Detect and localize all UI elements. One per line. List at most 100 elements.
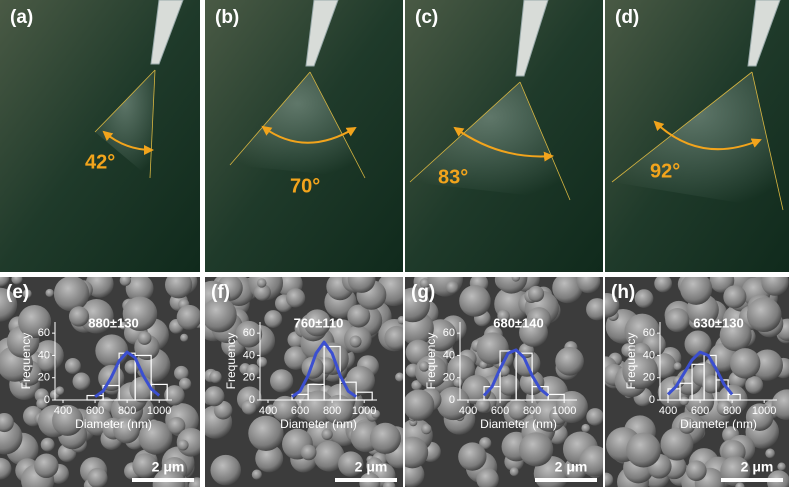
particle (654, 275, 672, 293)
particle (257, 278, 266, 287)
scale-bar (535, 478, 597, 482)
particle (626, 433, 661, 468)
particle (264, 310, 282, 328)
x-tick-label: 800 (118, 405, 136, 417)
x-axis-label: Diameter (nm) (75, 417, 152, 431)
y-tick-label: 20 (643, 372, 655, 384)
particle (257, 357, 267, 367)
particle (252, 469, 262, 479)
particle (41, 438, 55, 452)
panel-label: (f) (211, 282, 230, 303)
x-axis-label: Diameter (nm) (680, 417, 757, 431)
particle (458, 442, 486, 470)
particle (747, 297, 782, 332)
panel-label: (c) (415, 7, 438, 28)
particle (777, 462, 785, 470)
annotation: 880±130 (88, 315, 139, 330)
particle (209, 371, 221, 383)
annotation: 680±140 (493, 315, 544, 330)
particle (120, 275, 131, 286)
particle (54, 276, 89, 311)
particle (286, 288, 305, 307)
scale-bar-label: 2 μm (355, 459, 388, 475)
particle (395, 373, 404, 382)
y-axis-label: Frequency (624, 333, 638, 390)
y-axis-label: Frequency (19, 333, 33, 390)
x-tick-label: 1000 (552, 405, 576, 417)
particle (446, 281, 459, 294)
y-axis-label: Frequency (424, 333, 438, 390)
particle (204, 386, 224, 406)
sem-panel: 02040604006008001000630±130Diameter (nm)… (594, 261, 789, 487)
y-tick-label: 60 (643, 327, 655, 339)
particle (34, 454, 58, 478)
particle (581, 424, 590, 433)
particle (178, 440, 189, 451)
scale-bar-label: 2 μm (555, 459, 588, 475)
particle (765, 449, 775, 459)
scale-bar (721, 478, 783, 482)
particle (761, 268, 788, 295)
particle (69, 306, 89, 326)
particle (46, 289, 54, 297)
particle (165, 271, 192, 298)
annotation: 760±110 (294, 315, 344, 330)
particle (55, 386, 64, 395)
particle (577, 269, 601, 293)
panel-label: (h) (611, 282, 635, 303)
particle (370, 423, 401, 454)
particle (665, 308, 689, 332)
angle-label: 92° (650, 160, 680, 182)
panel-label: (a) (10, 7, 33, 28)
x-tick-label: 600 (291, 405, 309, 417)
particle (512, 273, 520, 281)
x-tick-label: 400 (459, 405, 477, 417)
particle (248, 416, 283, 451)
y-tick-label: 40 (643, 349, 655, 361)
particle (65, 358, 81, 374)
particle (680, 396, 689, 405)
particle (270, 369, 293, 392)
x-axis-label: Diameter (nm) (480, 417, 557, 431)
scale-bar-label: 2 μm (152, 459, 185, 475)
particle (510, 467, 519, 476)
y-tick-label: 0 (249, 394, 255, 406)
particle (686, 460, 707, 481)
x-tick-label: 600 (86, 405, 104, 417)
x-axis-label: Diameter (nm) (280, 417, 357, 431)
x-tick-label: 400 (54, 405, 72, 417)
panel-label: (e) (6, 282, 29, 303)
particle (73, 372, 91, 390)
particle (301, 445, 317, 461)
angle-label: 42° (85, 151, 115, 173)
scale-bar-label: 2 μm (741, 459, 774, 475)
x-tick-label: 800 (323, 405, 341, 417)
y-tick-label: 0 (449, 394, 455, 406)
particle (519, 432, 553, 466)
particle (555, 347, 584, 376)
particle (528, 286, 544, 302)
y-axis-label: Frequency (224, 333, 238, 390)
particle (384, 326, 408, 350)
y-tick-label: 0 (44, 394, 50, 406)
y-tick-label: 60 (243, 327, 255, 339)
y-tick-label: 20 (38, 372, 50, 384)
particle (674, 362, 682, 370)
particle (398, 316, 406, 324)
sem-panel: 02040604006008001000760±110Diameter (nm)… (194, 265, 413, 487)
panel-label: (g) (411, 282, 435, 303)
photo-panel: (d)92° (605, 0, 789, 272)
particle (635, 289, 654, 308)
y-tick-label: 20 (243, 372, 255, 384)
panel-label: (b) (215, 7, 239, 28)
photo-panel: (b)70° (205, 0, 403, 272)
particle (730, 348, 760, 378)
particle (723, 285, 746, 308)
particle (586, 408, 604, 426)
particle (95, 334, 128, 367)
particle (180, 334, 188, 342)
photo-panel: (c)83° (405, 0, 603, 272)
particle (680, 273, 712, 305)
annotation: 630±130 (693, 315, 744, 330)
particle (138, 331, 152, 345)
